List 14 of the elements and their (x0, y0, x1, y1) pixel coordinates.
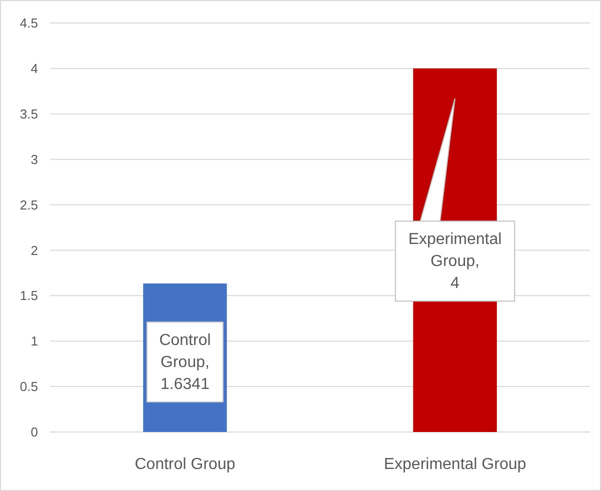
y-tick-label: 2.5 (20, 197, 38, 212)
x-tick-label: Experimental Group (384, 456, 526, 473)
y-tick-label: 3 (30, 152, 38, 167)
x-tick-label: Control Group (134, 456, 236, 473)
y-tick-label: 4 (30, 60, 38, 76)
data-label: Control Group, 1.6341 (159, 332, 211, 393)
y-tick-label: 0 (30, 424, 38, 440)
y-tick-label: 3.5 (20, 106, 38, 122)
y-tick-label: 1.5 (20, 288, 38, 304)
y-tick-label: 0.5 (20, 379, 38, 394)
y-tick-label: 4.5 (20, 16, 38, 31)
y-tick-label: 1 (30, 334, 38, 349)
data-label: Experimental Group, 4 (408, 231, 502, 292)
y-tick-label: 2 (30, 242, 38, 258)
